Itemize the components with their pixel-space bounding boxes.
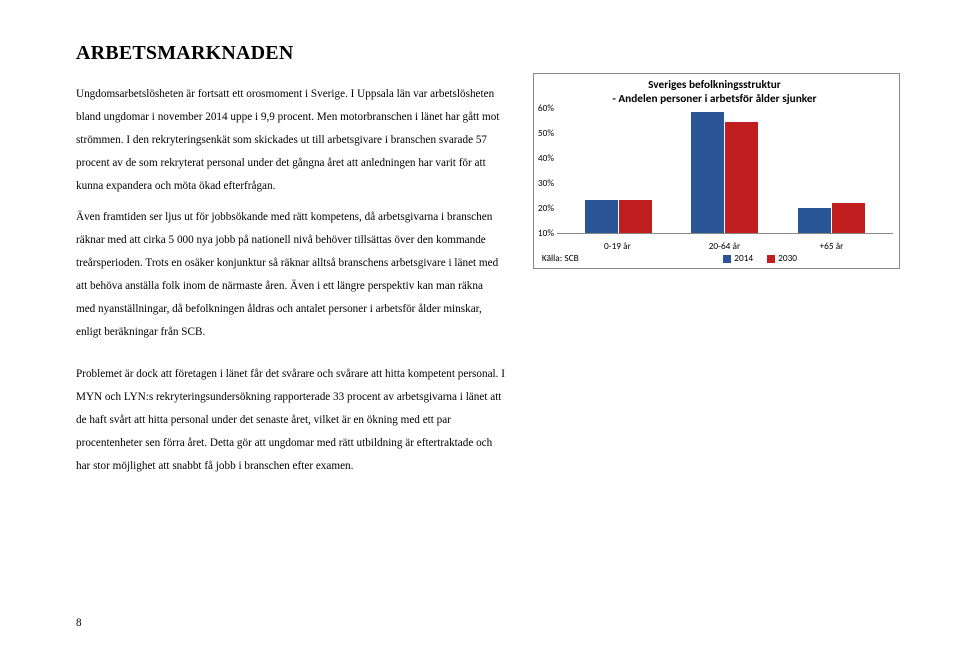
paragraph-a: Ungdomsarbetslösheten är fortsatt ett or… [76,83,505,198]
chart-y-tick: 10% [538,228,554,239]
chart-bar [798,208,831,233]
chart-population-structure: Sveriges befolkningsstruktur - Andelen p… [533,73,900,269]
chart-y-tick: 20% [538,203,554,214]
paragraph-block-2: Problemet är dock att företagen i länet … [76,363,506,478]
chart-x-label: 0-19 år [574,241,660,252]
chart-legend-label: 2030 [778,253,797,264]
chart-x-label: +65 år [788,241,874,252]
chart-x-label: 20-64 år [681,241,767,252]
text-column: Ungdomsarbetslösheten är fortsatt ett or… [76,83,505,351]
chart-legend-item: 2014 [723,253,753,264]
chart-y-tick: 50% [538,128,554,139]
chart-y-tick: 30% [538,178,554,189]
chart-bar-group [789,203,875,233]
chart-y-tick: 40% [538,153,554,164]
chart-y-tick: 60% [538,103,554,114]
chart-legend-swatch [723,255,731,263]
chart-bar [725,122,758,233]
chart-bar-group [575,200,661,233]
chart-source: Källa: SCB [542,253,579,264]
chart-bar [832,203,865,233]
chart-bar [691,112,724,233]
chart-bar-group [682,112,768,233]
page-number: 8 [76,617,82,629]
page-title: ARBETSMARKNADEN [76,42,900,65]
chart-bar [619,200,652,233]
chart-x-axis: 0-19 år 20-64 år +65 år [536,239,893,252]
chart-plot-area [557,108,893,234]
paragraph-b: Även framtiden ser ljus ut för jobbsökan… [76,206,505,344]
chart-bar [585,200,618,233]
chart-title: Sveriges befolkningsstruktur - Andelen p… [536,78,893,106]
paragraph-c: Problemet är dock att företagen i länet … [76,363,506,478]
chart-legend: 2014 2030 [723,253,797,264]
chart-legend-item: 2030 [767,253,797,264]
chart-legend-swatch [767,255,775,263]
chart-legend-label: 2014 [734,253,753,264]
chart-y-axis: 60% 50% 40% 30% 20% 10% [536,103,557,239]
